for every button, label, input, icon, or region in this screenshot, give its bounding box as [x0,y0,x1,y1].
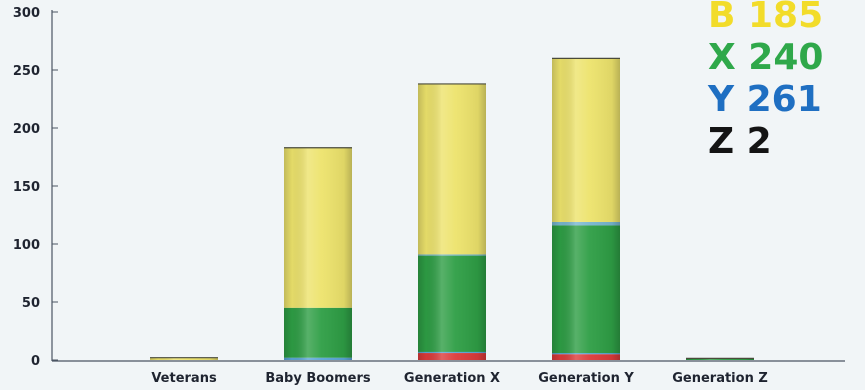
bar-stack [284,147,352,360]
x-category-label: Baby Boomers [265,371,371,386]
x-category-label: Veterans [151,371,217,386]
legend-entry: Y 261 [707,79,822,120]
legend-entry: X 240 [708,37,823,78]
x-category-label: Generation Y [538,371,634,386]
y-tick-label: 200 [13,122,40,137]
y-tick-label: 300 [13,6,40,21]
y-tick-label: 50 [22,296,40,311]
legend-entry: Z 2 [708,121,772,162]
bar-stack [150,357,218,360]
bar-shading [686,358,754,360]
x-category-label: Generation Z [672,371,768,386]
bar-stack [418,83,486,361]
bar-shading [418,83,486,361]
y-tick-label: 150 [13,180,40,195]
y-tick-label: 100 [13,238,40,253]
x-category-label: Generation X [404,371,500,386]
y-tick-label: 250 [13,64,40,79]
bar-stack [686,357,754,360]
bar-shading [284,147,352,360]
bar-shading [150,357,218,360]
bar-shading [552,58,620,361]
bar-stack [552,57,620,361]
legend-entry: B 185 [708,0,823,36]
y-tick-label: 0 [31,354,40,369]
